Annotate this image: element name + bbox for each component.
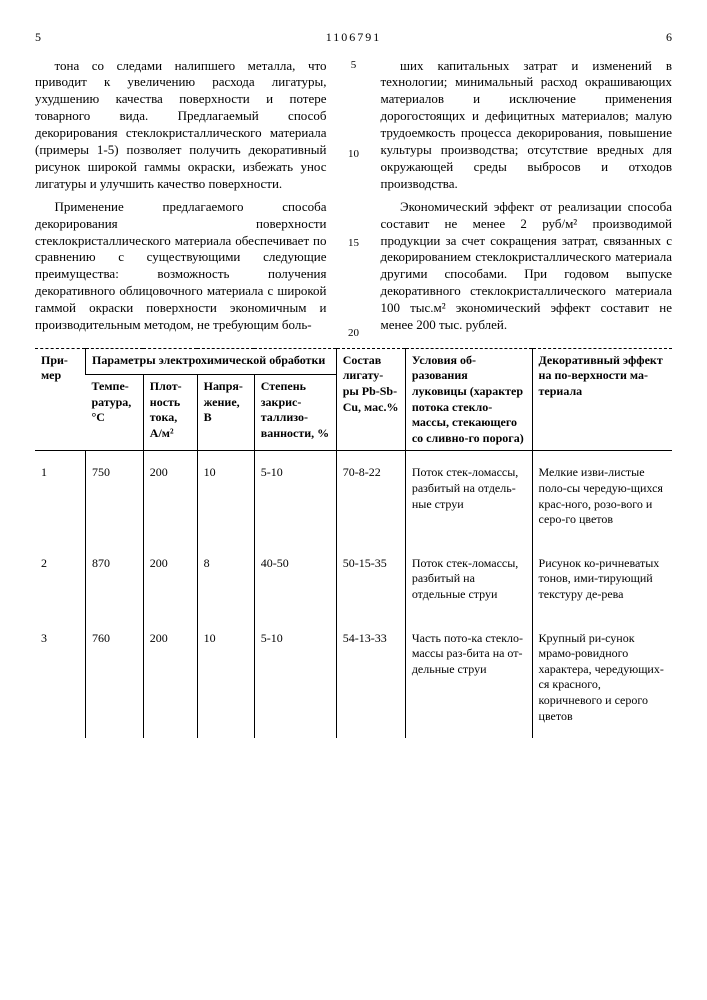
page-num-left: 5 (35, 30, 41, 46)
cell-eff: Рисунок ко-ричневатых тонов, ими-тирующи… (532, 542, 672, 617)
text-columns: тона со следами налипшего металла, что п… (35, 58, 672, 340)
data-table: При-мер Параметры электрохимической обра… (35, 348, 672, 738)
th-effect: Декоративный эффект на по-верхности ма-т… (532, 348, 672, 451)
cell-dens: 200 (143, 542, 197, 617)
th-degree: Степень закрис-таллизо-ванности, % (254, 375, 336, 451)
cell-dens: 200 (143, 451, 197, 542)
cell-comp: 54-13-33 (336, 617, 405, 739)
cell-volt: 10 (197, 451, 254, 542)
th-example: При-мер (35, 348, 86, 451)
table-body: 1 750 200 10 5-10 70-8-22 Поток стек-лом… (35, 451, 672, 738)
cell-n: 2 (35, 542, 86, 617)
th-temp: Темпе-ратура, °C (86, 375, 144, 451)
table-row: 2 870 200 8 40-50 50-15-35 Поток стек-ло… (35, 542, 672, 617)
cell-deg: 40-50 (254, 542, 336, 617)
cell-comp: 70-8-22 (336, 451, 405, 542)
cell-n: 3 (35, 617, 86, 739)
line-num: 20 (348, 326, 359, 340)
left-para-2: Применение предлагаемого способа декорир… (35, 199, 327, 334)
cell-dens: 200 (143, 617, 197, 739)
page-header: 5 1106791 6 (35, 30, 672, 46)
left-para-1: тона со следами налипшего металла, что п… (35, 58, 327, 193)
cell-cond: Поток стек-ломассы, разбитый на отдельны… (405, 542, 532, 617)
th-density: Плот-ность тока, А/м² (143, 375, 197, 451)
cell-cond: Часть пото-ка стекло-массы раз-бита на о… (405, 617, 532, 739)
table-row: 3 760 200 10 5-10 54-13-33 Часть пото-ка… (35, 617, 672, 739)
line-num: 10 (348, 147, 359, 161)
cell-volt: 10 (197, 617, 254, 739)
cell-temp: 870 (86, 542, 144, 617)
line-num: 5 (351, 58, 357, 72)
right-column: ших капитальных затрат и изменений в тех… (381, 58, 673, 340)
cell-deg: 5-10 (254, 617, 336, 739)
line-num: 15 (348, 236, 359, 250)
right-para-2: Экономический эффект от реализации спосо… (381, 199, 673, 334)
cell-temp: 750 (86, 451, 144, 542)
cell-comp: 50-15-35 (336, 542, 405, 617)
cell-temp: 760 (86, 617, 144, 739)
th-params-group: Параметры электрохимической обработки (86, 348, 337, 374)
right-para-1: ших капитальных затрат и изменений в тех… (381, 58, 673, 193)
cell-eff: Мелкие изви-листые поло-сы чередую-щихся… (532, 451, 672, 542)
cell-n: 1 (35, 451, 86, 542)
cell-eff: Крупный ри-сунок мрамо-ровидного характе… (532, 617, 672, 739)
doc-number: 1106791 (326, 30, 382, 46)
left-column: тона со следами налипшего металла, что п… (35, 58, 327, 340)
line-number-gutter: 5 10 15 20 (347, 58, 361, 340)
cell-deg: 5-10 (254, 451, 336, 542)
th-voltage: Напря-жение, В (197, 375, 254, 451)
cell-volt: 8 (197, 542, 254, 617)
th-conditions: Условия об-разования луковицы (характер … (405, 348, 532, 451)
table-row: 1 750 200 10 5-10 70-8-22 Поток стек-лом… (35, 451, 672, 542)
cell-cond: Поток стек-ломассы, разбитый на отдель-н… (405, 451, 532, 542)
page-num-right: 6 (666, 30, 672, 46)
th-composition: Состав лигату-ры Pb-Sb-Cu, мас.% (336, 348, 405, 451)
